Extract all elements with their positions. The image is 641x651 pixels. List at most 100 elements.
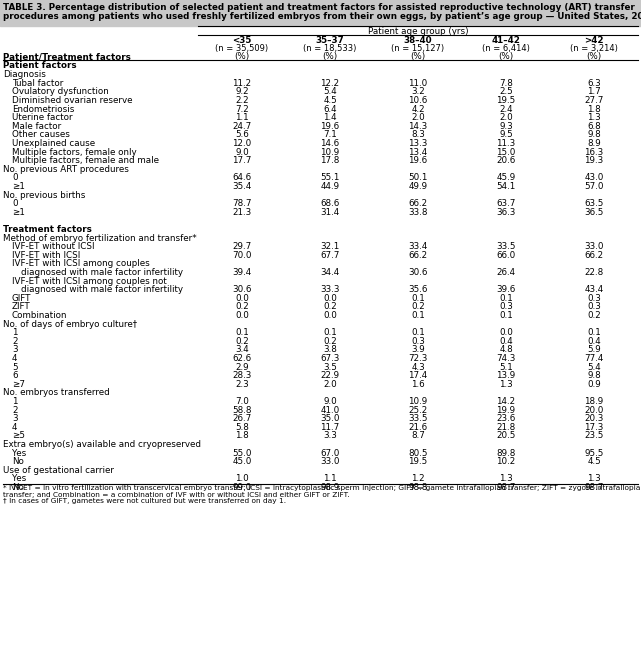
Text: 1: 1 xyxy=(12,328,17,337)
Text: (%): (%) xyxy=(235,52,249,61)
Text: 55.0: 55.0 xyxy=(232,449,252,458)
Text: 66.0: 66.0 xyxy=(496,251,515,260)
Text: 2: 2 xyxy=(12,337,17,346)
Text: Endometriosis: Endometriosis xyxy=(12,105,74,113)
Text: 0.2: 0.2 xyxy=(323,302,337,311)
Text: 5: 5 xyxy=(12,363,17,372)
Text: ≥5: ≥5 xyxy=(12,432,25,440)
Text: Method of embryo fertilization and transfer*: Method of embryo fertilization and trans… xyxy=(3,234,197,243)
Text: 19.9: 19.9 xyxy=(496,406,515,415)
Text: 68.6: 68.6 xyxy=(320,199,340,208)
Text: Male factor: Male factor xyxy=(12,122,62,131)
Text: Combination: Combination xyxy=(12,311,67,320)
Text: Yes: Yes xyxy=(12,475,26,483)
Text: 2.0: 2.0 xyxy=(411,113,425,122)
Text: 0.1: 0.1 xyxy=(411,328,425,337)
Text: 22.9: 22.9 xyxy=(320,371,340,380)
Text: 11.0: 11.0 xyxy=(408,79,428,88)
Text: 2.5: 2.5 xyxy=(499,87,513,96)
Text: 2.4: 2.4 xyxy=(499,105,513,113)
Text: 2.9: 2.9 xyxy=(235,363,249,372)
Text: 0.1: 0.1 xyxy=(411,311,425,320)
Text: (%): (%) xyxy=(498,52,513,61)
Text: 49.9: 49.9 xyxy=(408,182,428,191)
Text: Tubal factor: Tubal factor xyxy=(12,79,63,88)
Text: 2.0: 2.0 xyxy=(499,113,513,122)
Text: ≥1: ≥1 xyxy=(12,182,25,191)
Text: 95.5: 95.5 xyxy=(585,449,604,458)
Text: diagnosed with male factor infertility: diagnosed with male factor infertility xyxy=(21,285,183,294)
Text: 9.8: 9.8 xyxy=(587,130,601,139)
Text: 2: 2 xyxy=(12,406,17,415)
Text: 1.7: 1.7 xyxy=(587,87,601,96)
Text: 4: 4 xyxy=(12,422,17,432)
Text: 66.2: 66.2 xyxy=(585,251,604,260)
Text: 6: 6 xyxy=(12,371,17,380)
Text: 19.5: 19.5 xyxy=(496,96,515,105)
Text: 0.0: 0.0 xyxy=(235,311,249,320)
Text: 33.3: 33.3 xyxy=(320,285,340,294)
Text: 5.4: 5.4 xyxy=(587,363,601,372)
Text: 62.6: 62.6 xyxy=(233,354,251,363)
Text: 1.3: 1.3 xyxy=(587,113,601,122)
Text: 18.9: 18.9 xyxy=(585,397,604,406)
Text: 0.1: 0.1 xyxy=(499,294,513,303)
Text: 1: 1 xyxy=(12,397,17,406)
Text: 50.1: 50.1 xyxy=(408,173,428,182)
Text: 5.4: 5.4 xyxy=(323,87,337,96)
Text: 20.0: 20.0 xyxy=(585,406,604,415)
Text: (n = 15,127): (n = 15,127) xyxy=(392,44,445,53)
Bar xyxy=(0,0,641,26)
Text: 13.3: 13.3 xyxy=(408,139,428,148)
Text: 5.6: 5.6 xyxy=(235,130,249,139)
Text: 5.1: 5.1 xyxy=(499,363,513,372)
Text: 26.4: 26.4 xyxy=(496,268,515,277)
Text: 1.0: 1.0 xyxy=(235,475,249,483)
Text: 21.6: 21.6 xyxy=(408,422,428,432)
Text: 0.3: 0.3 xyxy=(411,337,425,346)
Text: 0: 0 xyxy=(12,199,17,208)
Text: 16.3: 16.3 xyxy=(585,148,604,156)
Text: 0.1: 0.1 xyxy=(235,328,249,337)
Text: 0.4: 0.4 xyxy=(499,337,513,346)
Text: 0.2: 0.2 xyxy=(411,302,425,311)
Text: 22.8: 22.8 xyxy=(585,268,604,277)
Text: Ovulatory dysfunction: Ovulatory dysfunction xyxy=(12,87,109,96)
Text: Use of gestational carrier: Use of gestational carrier xyxy=(3,465,114,475)
Text: 0.0: 0.0 xyxy=(323,294,337,303)
Text: TABLE 3. Percentage distribution of selected patient and treatment factors for a: TABLE 3. Percentage distribution of sele… xyxy=(3,3,635,12)
Text: 0.1: 0.1 xyxy=(587,328,601,337)
Text: 41–42: 41–42 xyxy=(492,36,520,45)
Text: Multiple factors, female and male: Multiple factors, female and male xyxy=(12,156,159,165)
Text: No. previous ART procedures: No. previous ART procedures xyxy=(3,165,129,174)
Text: 7.8: 7.8 xyxy=(499,79,513,88)
Text: 80.5: 80.5 xyxy=(408,449,428,458)
Text: 0.2: 0.2 xyxy=(235,302,249,311)
Text: 58.8: 58.8 xyxy=(232,406,252,415)
Text: (n = 6,414): (n = 6,414) xyxy=(482,44,530,53)
Text: 1.3: 1.3 xyxy=(499,475,513,483)
Text: 4: 4 xyxy=(12,354,17,363)
Text: 6.3: 6.3 xyxy=(587,79,601,88)
Text: 36.3: 36.3 xyxy=(496,208,516,217)
Text: 19.3: 19.3 xyxy=(585,156,604,165)
Text: 63.7: 63.7 xyxy=(496,199,516,208)
Text: 77.4: 77.4 xyxy=(585,354,604,363)
Text: 10.6: 10.6 xyxy=(408,96,428,105)
Text: 0: 0 xyxy=(12,173,17,182)
Text: 36.5: 36.5 xyxy=(585,208,604,217)
Text: 14.2: 14.2 xyxy=(496,397,515,406)
Text: ≥1: ≥1 xyxy=(12,208,25,217)
Text: 67.0: 67.0 xyxy=(320,449,340,458)
Text: 9.8: 9.8 xyxy=(587,371,601,380)
Text: 63.5: 63.5 xyxy=(585,199,604,208)
Text: 4.5: 4.5 xyxy=(587,457,601,466)
Text: Extra embryo(s) available and cryopreserved: Extra embryo(s) available and cryopreser… xyxy=(3,440,201,449)
Text: 0.1: 0.1 xyxy=(499,311,513,320)
Text: 31.4: 31.4 xyxy=(320,208,340,217)
Text: 66.2: 66.2 xyxy=(408,251,428,260)
Text: 20.5: 20.5 xyxy=(496,432,516,440)
Text: No. of days of embryo culture†: No. of days of embryo culture† xyxy=(3,320,137,329)
Text: 0.0: 0.0 xyxy=(323,311,337,320)
Text: 3.3: 3.3 xyxy=(323,432,337,440)
